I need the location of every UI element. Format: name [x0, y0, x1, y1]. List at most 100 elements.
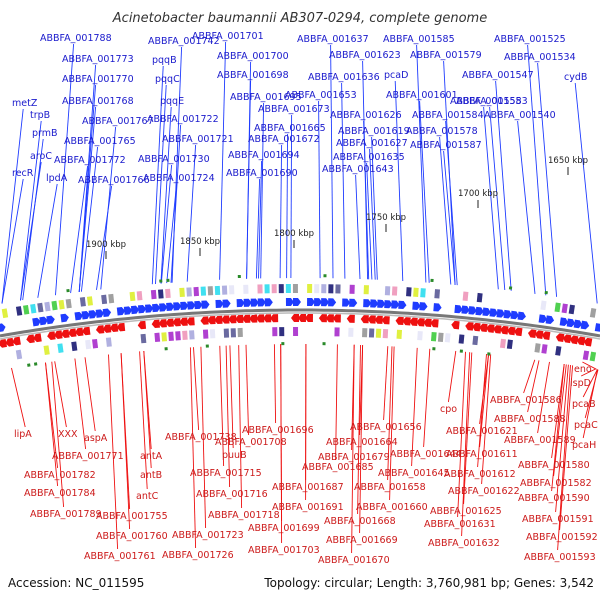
gene-label-top: ABBFA_001579 [410, 50, 482, 61]
forward-gene-arrow [81, 310, 90, 320]
cog-box [384, 286, 391, 296]
cog-box [129, 291, 136, 302]
gene-label-bottom: ABBFA_001708 [215, 437, 287, 448]
feature-column [554, 302, 561, 313]
feature-column [256, 284, 266, 323]
gene-label-top: ABBFA_001626 [330, 110, 402, 121]
feature-column [30, 303, 42, 343]
cog-box [362, 328, 368, 338]
reverse-gene-arrow [33, 333, 42, 343]
cog-box [368, 328, 375, 338]
feature-column [402, 287, 412, 326]
feature-column [423, 278, 434, 327]
forward-gene-arrow [566, 318, 576, 328]
connector-line-top [394, 80, 404, 282]
gene-label-top: ABBFA_001547 [462, 70, 534, 81]
cog-box [272, 327, 278, 337]
reverse-gene-arrow [507, 326, 516, 336]
gene-label-top: pqqB [152, 55, 177, 66]
feature-column [116, 307, 126, 332]
connector-line-bottom [200, 346, 207, 529]
gene-label-bottom: eno [574, 364, 592, 375]
reverse-gene-arrow [109, 323, 119, 333]
forward-gene-arrow [194, 300, 203, 310]
connector-line-bottom [245, 344, 250, 436]
cog-box [335, 284, 341, 294]
connector-line-bottom [108, 354, 119, 550]
connector-line-top [527, 44, 547, 296]
gene-label-bottom: antA [140, 451, 163, 462]
reverse-gene-arrow [360, 315, 369, 324]
cog-box [58, 299, 65, 310]
marker-dot [323, 274, 327, 278]
feature-column [179, 287, 189, 340]
forward-gene-arrow [250, 298, 259, 307]
connector-line-top [258, 160, 263, 279]
cog-box [430, 332, 437, 342]
gene-label-bottom: pcaB [572, 399, 596, 410]
reverse-gene-arrow [75, 327, 84, 337]
cog-box [186, 287, 192, 297]
cog-box [71, 341, 78, 352]
scale-tick-label: 1650 kbp [548, 156, 588, 166]
reverse-gene-arrow [555, 333, 565, 343]
reverse-gene-arrow [158, 319, 167, 328]
marker-dot [430, 278, 434, 283]
cog-box [334, 327, 340, 337]
gene-label-bottom: puuB [222, 450, 247, 461]
reverse-gene-arrow [297, 313, 306, 323]
cog-box [314, 284, 320, 294]
connector-line-bottom [551, 364, 565, 492]
cog-box [279, 327, 285, 337]
connector-line-top [246, 80, 252, 279]
forward-gene-arrow [503, 309, 512, 319]
connector-line-bottom [54, 361, 67, 428]
cog-box [230, 328, 236, 338]
cog-box [1, 308, 9, 319]
gene-label-bottom: ABBFA_001723 [172, 530, 244, 541]
reverse-gene-arrow [374, 315, 383, 324]
forward-gene-arrow [510, 310, 519, 320]
forward-gene-arrow [60, 313, 69, 323]
connector-line-top [439, 136, 452, 285]
cog-box [540, 300, 547, 311]
gene-label-bottom: ABBFA_001716 [196, 489, 268, 500]
forward-gene-arrow [573, 319, 583, 329]
connector-line-top [155, 84, 167, 285]
connector-line-bottom [193, 347, 200, 431]
cog-box [264, 284, 270, 294]
gene-label-top: ABBFA_001768 [62, 96, 134, 107]
gene-label-top: ABBFA_001578 [406, 126, 478, 137]
reverse-gene-arrow [472, 322, 481, 332]
forward-gene-arrow [370, 299, 379, 308]
feature-column [297, 313, 306, 323]
feature-column [235, 274, 245, 338]
connector-line-bottom [357, 344, 361, 515]
gene-label-bottom: ABBFA_001632 [428, 538, 500, 549]
cog-box [307, 283, 313, 294]
feature-column [228, 285, 237, 338]
reverse-gene-arrow [0, 339, 7, 348]
cog-box [375, 328, 382, 338]
gene-label-top: ABBFA_001601 [386, 90, 458, 101]
accession-text: Accession: NC_011595 [8, 576, 144, 590]
forward-gene-arrow [349, 298, 358, 307]
gene-label-bottom: ABBFA_001588 [494, 414, 566, 425]
gene-label-bottom: ABBFA_001718 [208, 510, 280, 521]
gene-label-bottom: lipA [14, 429, 32, 440]
cog-box [207, 286, 214, 296]
feature-column [582, 308, 597, 361]
cog-box [458, 334, 465, 344]
reverse-gene-arrow [172, 318, 181, 327]
feature-column [23, 305, 38, 366]
scale-tick-label: 1750 kbp [366, 213, 406, 223]
feature-column [569, 319, 583, 345]
connector-line-bottom [229, 345, 234, 449]
connector-line-top [279, 144, 283, 279]
forward-gene-arrow [180, 301, 189, 311]
marker-dot [544, 290, 548, 295]
gene-label-bottom: ABBFA_001669 [326, 535, 398, 546]
connector-line-top [151, 65, 164, 285]
feature-column [346, 284, 358, 337]
